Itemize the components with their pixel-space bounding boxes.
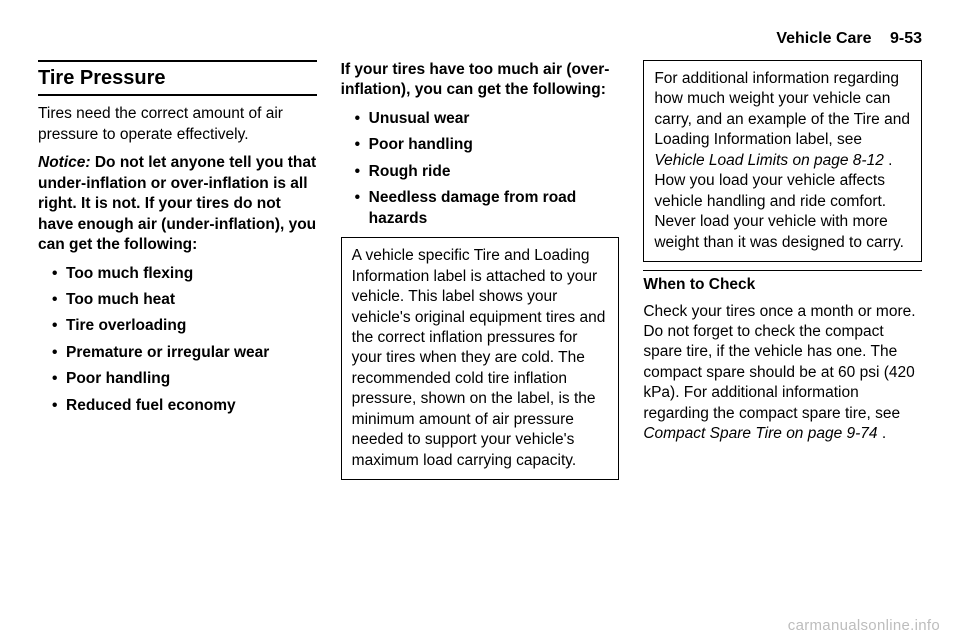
para-text: . <box>878 425 887 442</box>
para-text: Check your tires once a month or more. D… <box>643 303 915 422</box>
list-item: Poor handling <box>52 369 317 389</box>
info-box-text: A vehicle specific Tire and Loading Info… <box>352 247 606 469</box>
subhead-when-to-check: When to Check <box>643 270 922 295</box>
intro-paragraph: Tires need the correct amount of air pre… <box>38 104 317 145</box>
notice-paragraph: Notice: Do not let anyone tell you that … <box>38 153 317 255</box>
link-vehicle-load-limits: Vehicle Load Limits on page 8-12 <box>654 152 884 169</box>
para-text: For additional information regarding how… <box>654 70 910 148</box>
over-inflation-list: Unusual wear Poor handling Rough ride Ne… <box>341 109 620 229</box>
list-item: Too much flexing <box>52 264 317 284</box>
column-3: For additional information regarding how… <box>643 60 922 632</box>
watermark: carmanualsonline.info <box>788 617 940 634</box>
column-2: If your tires have too much air (over-in… <box>341 60 620 632</box>
list-item: Premature or irregular wear <box>52 343 317 363</box>
page-header: Vehicle Care 9-53 <box>38 30 922 48</box>
page: Vehicle Care 9-53 Tire Pressure Tires ne… <box>0 0 960 642</box>
over-inflation-heading: If your tires have too much air (over-in… <box>341 60 620 101</box>
list-item: Too much heat <box>52 290 317 310</box>
info-box-tire-label: A vehicle specific Tire and Loading Info… <box>341 237 620 480</box>
when-to-check-paragraph: Check your tires once a month or more. D… <box>643 302 922 445</box>
info-box-load-limits: For additional information regarding how… <box>643 60 922 262</box>
list-item: Tire overloading <box>52 316 317 336</box>
list-item: Rough ride <box>355 162 620 182</box>
list-item: Poor handling <box>355 135 620 155</box>
list-item: Needless damage from road hazards <box>355 188 620 229</box>
notice-label: Notice: <box>38 154 91 171</box>
section-title-tire-pressure: Tire Pressure <box>38 60 317 96</box>
list-item: Reduced fuel economy <box>52 396 317 416</box>
chapter-title: Vehicle Care <box>776 30 871 47</box>
column-1: Tire Pressure Tires need the correct amo… <box>38 60 317 632</box>
page-number: 9-53 <box>890 30 922 47</box>
under-inflation-list: Too much flexing Too much heat Tire over… <box>38 264 317 417</box>
list-item: Unusual wear <box>355 109 620 129</box>
link-compact-spare: Compact Spare Tire on page 9-74 <box>643 425 877 442</box>
columns: Tire Pressure Tires need the correct amo… <box>38 60 922 632</box>
